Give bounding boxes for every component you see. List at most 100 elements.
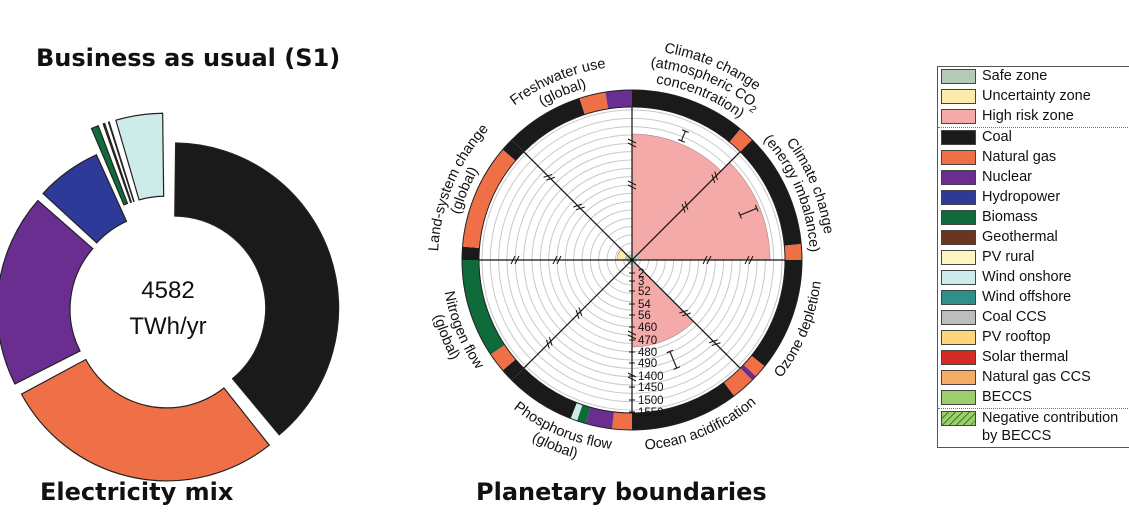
legend-swatch	[941, 109, 976, 124]
legend-item-natural-gas-ccs: Natural gas CCS	[938, 368, 1129, 388]
legend-label: Coal	[982, 129, 1012, 145]
legend-item-pv-rural: PV rural	[938, 248, 1129, 268]
axis-tick-label: 1400	[638, 371, 664, 383]
legend-label: Geothermal	[982, 229, 1058, 245]
legend-item-nuclear: Nuclear	[938, 168, 1129, 188]
legend-swatch	[941, 270, 976, 285]
legend-swatch	[941, 150, 976, 165]
legend-label: Hydropower	[982, 189, 1061, 205]
electricity-mix-donut: 4582 TWh/yr	[0, 112, 340, 482]
ring-segment-coal	[740, 139, 802, 246]
legend-swatch	[941, 190, 976, 205]
legend-swatch	[941, 130, 976, 145]
legend-swatch	[941, 69, 976, 84]
legend-label: Negative contribution by BECCS	[982, 409, 1118, 445]
planetary-boundaries-caption: Planetary boundaries	[476, 478, 767, 506]
wedge-climate-change-atmospheric-co2-concentration	[631, 133, 722, 261]
ring-segment-nuclear	[740, 364, 756, 381]
legend-label: Natural gas CCS	[982, 369, 1091, 385]
legend-label: PV rooftop	[982, 329, 1051, 345]
legend-item-biomass: Biomass	[938, 208, 1129, 228]
axis-tick-label: 1550	[638, 407, 664, 419]
legend-swatch	[941, 230, 976, 245]
ring-segment-coal	[632, 90, 741, 143]
electricity-mix-caption: Electricity mix	[40, 478, 234, 506]
ring-segment-natural-gas	[612, 411, 632, 431]
error-bar	[669, 351, 678, 369]
axis-tick-label: 1450	[638, 382, 664, 394]
legend-item-pv-rooftop: PV rooftop	[938, 328, 1129, 348]
legend-swatch	[941, 89, 976, 104]
axis-tick-label: 3	[638, 276, 644, 288]
legend-label-line: by BECCS	[982, 428, 1052, 444]
legend-label: Wind offshore	[982, 289, 1072, 305]
legend-label: High risk zone	[982, 108, 1074, 124]
error-bar	[739, 207, 757, 216]
donut-slice-nuclear	[0, 199, 94, 385]
wedge-climate-change-energy-imbalance	[631, 161, 771, 261]
legend-swatch	[941, 170, 976, 185]
scenario-title: Business as usual (S1)	[36, 44, 341, 72]
ring-segment-biomass	[462, 260, 505, 355]
axis-tick-label: 2	[638, 268, 644, 280]
legend-item-safe-zone: Safe zone	[938, 67, 1129, 87]
legend-item-high-risk-zone: High risk zone	[938, 107, 1129, 127]
legend-swatch	[941, 350, 976, 365]
ring-segment-coal	[462, 246, 480, 260]
ring-segment-nuclear	[585, 407, 615, 429]
donut-slice-geothermal	[102, 122, 133, 204]
legend-swatch	[941, 290, 976, 305]
axis-tick-label: 56	[638, 310, 651, 322]
donut-slice-coal	[174, 142, 340, 436]
axis-tick-label: 1500	[638, 395, 664, 407]
legend-item-uncertainty-zone: Uncertainty zone	[938, 87, 1129, 107]
ring-segment-natural-gas	[490, 345, 516, 371]
legend-swatch	[941, 310, 976, 325]
ring-segment-natural-gas	[723, 368, 753, 396]
ring-segment-nuclear	[605, 90, 632, 109]
legend-item-wind-offshore: Wind offshore	[938, 288, 1129, 308]
legend-swatch	[941, 370, 976, 385]
ring-segment-coal	[502, 359, 524, 381]
donut-slice-pv-rural	[107, 121, 135, 203]
axis-tick-label: 480	[638, 347, 657, 359]
legend-label: Uncertainty zone	[982, 88, 1091, 104]
donut-total-value: 4582	[141, 277, 194, 304]
legend-label: Natural gas	[982, 149, 1057, 165]
legend-label-line: Negative contribution	[982, 410, 1119, 426]
axis-tick-label: 54	[638, 299, 651, 311]
legend-label: Biomass	[982, 209, 1038, 225]
legend-item-wind-onshore: Wind onshore	[938, 268, 1129, 288]
ring-segment-wind-onshore	[570, 402, 583, 421]
donut-slice-wind-onshore	[115, 112, 165, 201]
legend-swatch	[941, 330, 976, 345]
donut-slice-hydropower	[42, 154, 128, 244]
axis-tick-label: 490	[638, 358, 657, 370]
legend-label: Nuclear	[982, 169, 1032, 185]
donut-slice-biomass	[90, 124, 129, 206]
legend-swatch	[941, 390, 976, 405]
legend-label: Solar thermal	[982, 349, 1069, 365]
legend-label: Coal CCS	[982, 309, 1047, 325]
legend-item-beccs: BECCS	[938, 388, 1129, 408]
donut-slices	[0, 112, 340, 482]
axis-tick-label: 52	[638, 286, 651, 298]
legend-item-negative-contribution-by-beccs: Negative contribution by BECCS	[938, 408, 1129, 447]
legend-label: BECCS	[982, 389, 1032, 405]
legend: Safe zone Uncertainty zone High risk zone C…	[937, 66, 1129, 448]
axis-tick-label: 470	[638, 335, 657, 347]
legend-item-coal-ccs: Coal CCS	[938, 308, 1129, 328]
ring-segment-coal	[632, 382, 735, 430]
legend-swatch	[941, 250, 976, 265]
ring-segment-coal	[511, 368, 577, 419]
legend-swatch	[941, 210, 976, 225]
legend-label: Wind onshore	[982, 269, 1072, 285]
ring-segment-coal	[751, 260, 802, 367]
ring-segment-natural-gas	[462, 149, 516, 248]
legend-swatch	[941, 411, 976, 426]
ring-segment-natural-gas	[743, 355, 765, 377]
legend-item-natural-gas: Natural gas	[938, 148, 1129, 168]
donut-total-unit: TWh/yr	[129, 313, 206, 340]
legend-item-geothermal: Geothermal	[938, 228, 1129, 248]
legend-label: Safe zone	[982, 68, 1048, 84]
